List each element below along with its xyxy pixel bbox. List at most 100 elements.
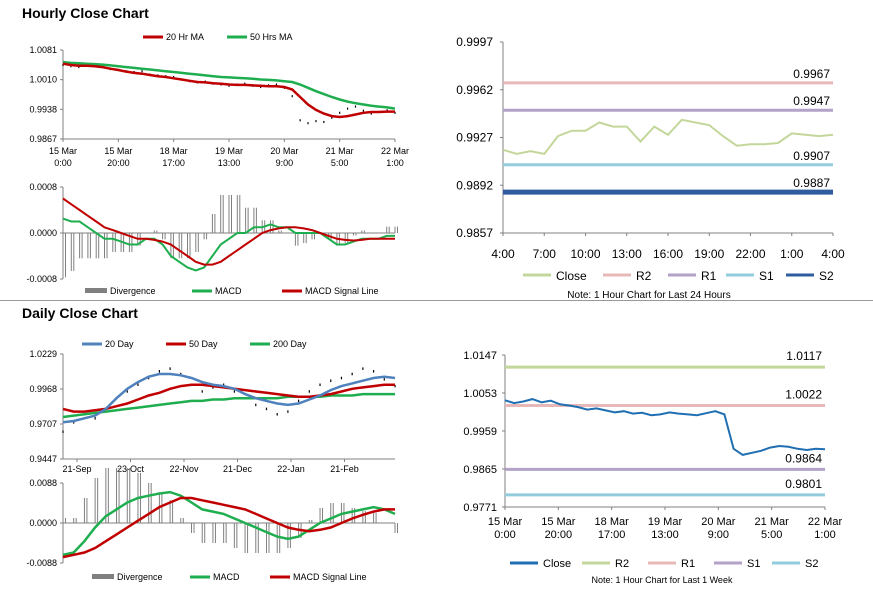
hourly-legend-divergence-label: Divergence [110,286,156,296]
daily-level-s2-label: 0.9801 [785,477,822,491]
daily-legend-divergence-swatch [92,574,114,579]
daily-levels-note: Note: 1 Hour Chart for Last 1 Week [592,575,733,585]
hourly-macd-y-label: -0.0008 [26,274,57,284]
daily-price-y-label: 0.9968 [29,384,57,394]
hourly-legend-signal-label: MACD Signal Line [305,286,379,296]
daily-price-y-label: 0.9707 [29,419,57,429]
daily-levels-x-label: 13:00 [651,529,679,541]
hourly-legend-macd-label: MACD [215,286,242,296]
daily-levels-x-label: 19 Mar [648,516,683,528]
hourly-levels-x-label: 4:00 [491,247,515,261]
daily-price-x-label: 22-Jan [277,464,305,474]
hourly-levels-x-label: 22:00 [735,247,765,261]
hourly-price-y-label: 1.0081 [29,45,57,55]
hourly-price-x-label: 13:00 [218,158,241,168]
hourly-levels-y-label: 0.9927 [456,131,493,145]
hourly-price-x-label: 20:00 [107,158,130,168]
daily-legend-50day-label: 50 Day [189,339,218,349]
daily-price-x-label: 23-Oct [117,464,145,474]
daily-levels-x-label: 18 Mar [595,516,630,528]
hourly-levels-note: Note: 1 Hour Chart for Last 24 Hours [567,290,730,301]
hourly-levels-close-line [502,118,834,156]
daily-20day-line [62,372,396,424]
section-divider [0,300,873,301]
hourly-50hr-ma-line [62,60,396,110]
daily-price-y-label: 1.0229 [29,349,57,359]
daily-levels-y-label: 1.0053 [463,388,497,400]
daily-macd-signal-line [62,496,395,559]
daily-price-x-label: 21-Sep [62,464,91,474]
hourly-macd-y-label: 0.0000 [29,228,57,238]
daily-levels-close-line [504,398,826,456]
hourly-macd-y-label: 0.0008 [29,182,57,192]
daily-levels-y-label: 1.0147 [463,350,497,362]
daily-legend-macd-label: MACD [213,572,240,582]
daily-levels-legend-s1-label: S1 [747,558,760,570]
daily-levels-x-label: 9:00 [708,529,729,541]
daily-price-y-label: 0.9447 [29,454,57,464]
daily-levels-x-label: 1:00 [814,529,835,541]
daily-levels-y-label: 0.9771 [463,502,497,514]
hourly-legend-divergence-swatch [85,288,107,293]
hourly-price-y-label: 1.0010 [29,75,57,85]
hourly-price-x-label: 20 Mar [270,146,298,156]
daily-levels-y-label: 0.9865 [463,464,497,476]
hourly-price-x-label: 19 Mar [215,146,243,156]
daily-levels-y-label: 0.9959 [463,426,497,438]
daily-macd-line [62,490,396,557]
daily-levels-x-label: 15 Mar [488,516,523,528]
hourly-price-x-label: 17:00 [162,158,185,168]
daily-legend-200day-label: 200 Day [273,339,307,349]
hourly-levels-x-label: 13:00 [612,247,642,261]
hourly-level-s1-label: 0.9907 [793,149,830,163]
hourly-levels-y-label: 0.9997 [456,35,493,49]
daily-levels-legend-close-label: Close [543,558,571,570]
hourly-levels-y-label: 0.9857 [456,226,493,240]
daily-macd-y-label: 0.0088 [29,478,57,488]
hourly-levels-legend-s1-label: S1 [759,269,774,283]
hourly-macd-line [62,217,395,272]
hourly-price-x-label: 15 Mar [49,146,77,156]
hourly-legend-20hr-label: 20 Hr MA [166,32,204,42]
hourly-levels-x-label: 7:00 [533,247,557,261]
daily-200day-line [62,392,395,419]
hourly-levels-legend-r1-label: R1 [701,269,717,283]
hourly-levels-x-label: 16:00 [653,247,683,261]
hourly-price-x-label: 0:00 [54,158,72,168]
hourly-levels-x-label: 19:00 [694,247,724,261]
hourly-price-x-label: 18 Mar [160,146,188,156]
daily-levels-x-label: 15 Mar [541,516,576,528]
hourly-levels-x-label: 10:00 [570,247,600,261]
daily-price-x-label: 21-Feb [330,464,359,474]
daily-price-x-label: 21-Dec [223,464,253,474]
daily-levels-x-label: 21 Mar [755,516,790,528]
daily-level-r2-label: 1.0117 [786,349,822,363]
hourly-levels-x-label: 1:00 [780,247,804,261]
hourly-levels-x-label: 4:00 [821,247,845,261]
hourly-levels-legend-r2-label: R2 [636,269,652,283]
daily-levels-x-label: 17:00 [598,529,626,541]
daily-levels-x-label: 20:00 [545,529,573,541]
hourly-price-y-label: 0.9867 [29,134,57,144]
hourly-macd-signal-line [62,197,395,266]
daily-levels-legend-r2-label: R2 [615,558,629,570]
hourly-price-y-label: 0.9938 [29,104,57,114]
daily-levels-legend-r1-label: R1 [681,558,695,570]
hourly-level-s2-label: 0.9887 [793,176,830,190]
daily-levels-x-label: 22 Mar [808,516,843,528]
hourly-level-r2-label: 0.9967 [793,67,830,81]
daily-section-title: Daily Close Chart [22,305,138,321]
hourly-price-x-label: 1:00 [386,158,404,168]
daily-price-x-label: 22-Nov [169,464,199,474]
daily-level-r1-label: 1.0022 [785,388,822,402]
hourly-level-r1-label: 0.9947 [793,94,830,108]
hourly-levels-legend-s2-label: S2 [819,269,834,283]
daily-level-s1-label: 0.9864 [785,451,822,465]
hourly-price-x-label: 22 Mar [381,146,409,156]
hourly-price-x-label: 21 Mar [326,146,354,156]
hourly-price-x-label: 5:00 [331,158,349,168]
hourly-levels-y-label: 0.9962 [456,83,493,97]
daily-levels-x-label: 5:00 [761,529,782,541]
hourly-20hr-ma-line [62,62,395,119]
